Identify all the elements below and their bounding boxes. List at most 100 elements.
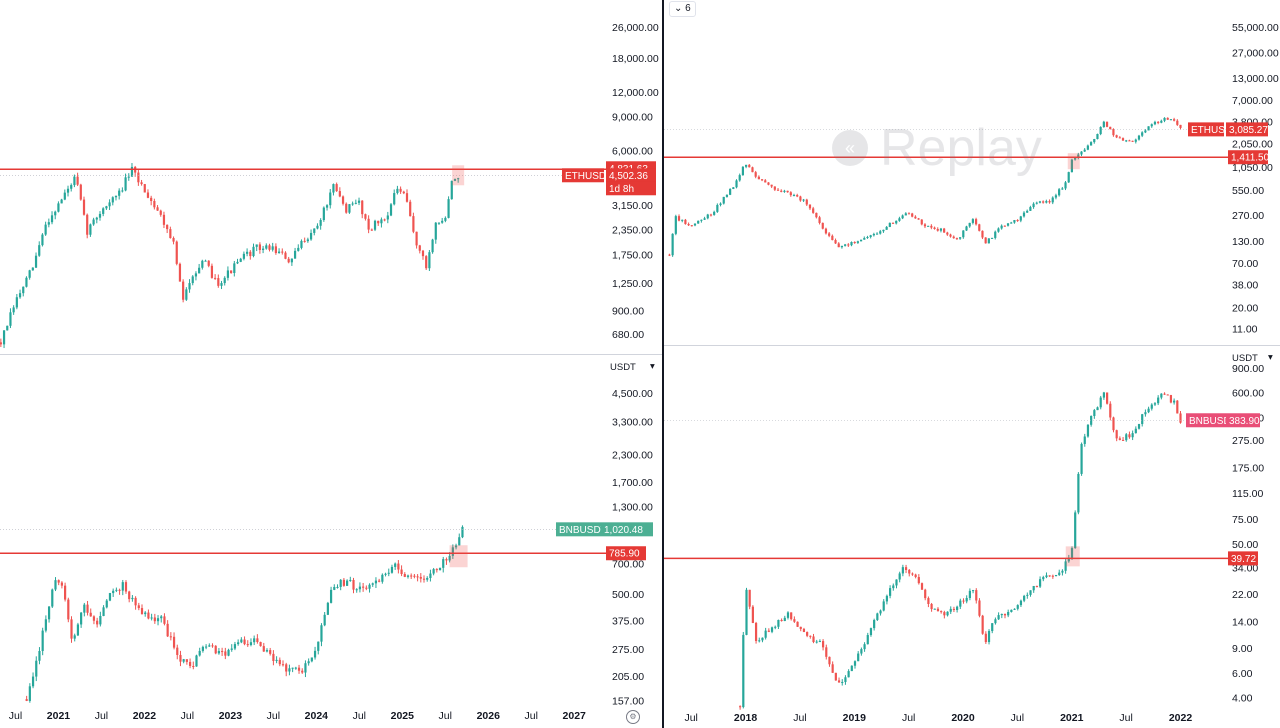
y-tick-label: 70.00 (1232, 258, 1258, 270)
bnb-left-currency-chevron-icon[interactable]: ▾ (650, 361, 655, 372)
candle-body (233, 263, 236, 273)
candle-body (233, 644, 237, 649)
candle-body (217, 651, 221, 654)
candle-body (447, 199, 450, 218)
candle-body (421, 250, 425, 257)
bnb-right-pane[interactable]: 900.00600.00400.00275.00175.00115.0075.0… (664, 346, 1280, 728)
candle-body (429, 573, 432, 578)
candle-body (140, 608, 144, 615)
candle-body (965, 598, 968, 602)
left-pane-divider[interactable] (0, 354, 662, 355)
right-pane-divider[interactable] (664, 345, 1280, 346)
candle-body (764, 180, 767, 183)
candle-body (287, 258, 290, 263)
y-tick-label: 38.00 (1232, 280, 1258, 292)
settings-icon[interactable]: ⚙ (626, 710, 640, 724)
y-tick-label: 1,300.00 (612, 502, 653, 514)
candle-body (952, 236, 955, 239)
candle-body (700, 219, 703, 221)
candle-body (118, 589, 121, 591)
candle-body (748, 589, 751, 607)
candle-body (410, 575, 413, 577)
candle-body (796, 195, 799, 197)
candle-body (179, 654, 182, 662)
candle-body (335, 184, 338, 192)
candle-body (383, 219, 386, 221)
candle-body (744, 164, 748, 167)
candle-body (1051, 575, 1054, 577)
candle-body (354, 202, 357, 204)
candle-body (105, 206, 108, 209)
candle-body (783, 617, 786, 622)
candle-body (1118, 438, 1121, 440)
candle-body (987, 238, 990, 244)
bnb-left-currency[interactable]: USDT (610, 362, 636, 373)
candle-body (1169, 119, 1173, 121)
candle-body (313, 650, 317, 658)
eth-left-pane[interactable]: 26,000.00 18,000.00 12,000.00 9,000.00 6,000… (0, 0, 662, 354)
candle-body (1176, 400, 1179, 414)
candle-body (697, 220, 700, 224)
candle-body (831, 664, 834, 673)
candle-body (792, 195, 796, 197)
candle-body (444, 217, 447, 221)
y-tick-label: 6,000.00 (612, 146, 653, 158)
candle-body (362, 586, 365, 588)
candle-body (1000, 613, 1003, 616)
candle-body (1048, 575, 1051, 577)
bnb-right-currency[interactable]: USDT (1232, 353, 1258, 364)
eth-right-chart[interactable]: 55,000.0027,000.0013,000.007,000.003,800… (664, 0, 1280, 345)
candle-body (269, 650, 272, 654)
price-label: 383.90 (1229, 416, 1260, 427)
candle-body (1067, 172, 1070, 183)
candle-body (818, 641, 821, 643)
eth-left-chart[interactable]: 26,000.00 18,000.00 12,000.00 9,000.00 6,000… (0, 0, 662, 354)
candle-body (981, 615, 984, 634)
bnb-right-chart[interactable]: 900.00600.00400.00275.00175.00115.0075.0… (664, 346, 1280, 728)
candle-body (889, 588, 892, 596)
y-tick-label: 12,000.00 (612, 87, 659, 99)
candle-body (169, 636, 172, 638)
candle-body (111, 197, 114, 203)
candle-body (722, 196, 725, 204)
candle-body (853, 661, 857, 666)
candle-body (192, 666, 195, 668)
y-tick-label: 275.00 (612, 644, 644, 656)
candle-body (1153, 121, 1157, 125)
interval-button[interactable]: ⌄ 6 (669, 1, 696, 17)
candle-body (927, 225, 930, 227)
candle-body (60, 199, 63, 204)
candle-body (847, 671, 850, 678)
candle-body (924, 589, 927, 599)
x-tick-label: 2018 (734, 712, 758, 724)
candle-body (920, 219, 923, 225)
candle-body (984, 633, 987, 643)
candle-body (936, 228, 939, 231)
candle-body (96, 620, 99, 625)
candle-body (357, 200, 361, 203)
candle-body (1144, 130, 1147, 133)
candle-body (684, 219, 687, 225)
candle-body (386, 215, 389, 220)
bnb-left-pane[interactable]: 4,500.00 3,300.00 2,300.00 1,700.00 1,300.00… (0, 355, 662, 728)
candle-body (285, 664, 288, 672)
symbol-label-bg (556, 522, 601, 537)
y-tick-label: 18,000.00 (612, 53, 659, 65)
candle-body (1106, 392, 1109, 404)
candle-body (304, 663, 307, 673)
candle-body (378, 580, 381, 582)
candle-body (713, 211, 716, 215)
candle-body (809, 635, 812, 637)
candle-body (1157, 121, 1160, 123)
candle-body (400, 569, 403, 575)
candle-body (933, 227, 936, 229)
eth-right-pane[interactable]: 55,000.0027,000.0013,000.007,000.003,800… (664, 0, 1280, 345)
y-tick-label: 2,300.00 (612, 449, 653, 461)
candle-body (86, 604, 89, 613)
bnb-right-currency-chevron-icon[interactable]: ▾ (1268, 352, 1273, 363)
candle-body (882, 601, 885, 611)
candle-body (137, 605, 140, 609)
candle-body (808, 204, 812, 209)
bnb-left-chart[interactable]: 4,500.00 3,300.00 2,300.00 1,700.00 1,300.00… (0, 355, 662, 728)
candle-body (716, 204, 719, 212)
